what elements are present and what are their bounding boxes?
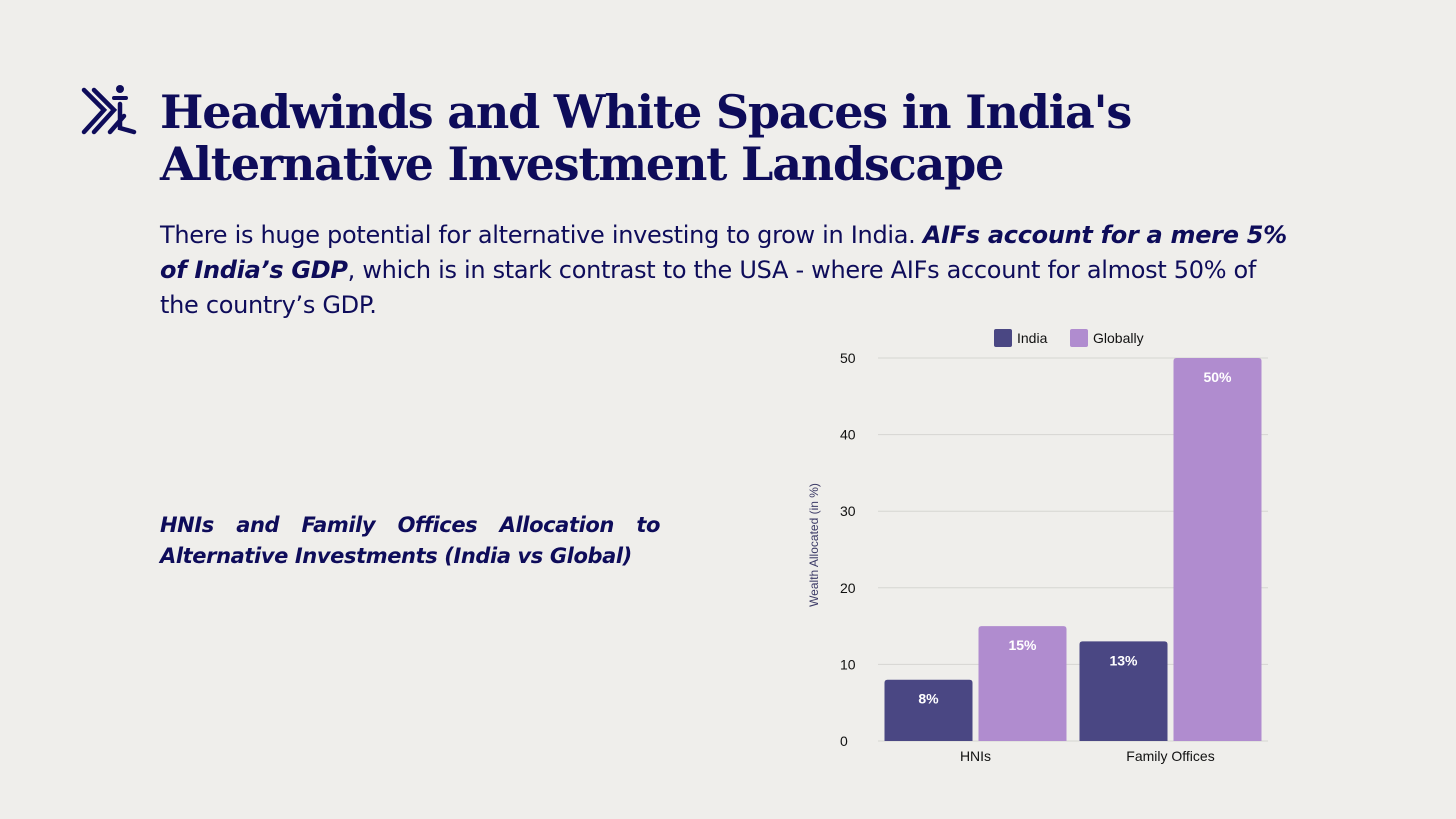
bar-value-label: 15% xyxy=(1008,637,1037,653)
x-tick-label: HNIs xyxy=(960,748,991,764)
y-tick-label: 20 xyxy=(840,580,856,596)
chart-legend: India Globally xyxy=(994,329,1144,347)
intro-paragraph: There is huge potential for alternative … xyxy=(160,218,1290,323)
bar xyxy=(884,679,973,741)
legend-swatch xyxy=(1070,329,1088,347)
bar xyxy=(1079,641,1168,741)
bar-value-label: 8% xyxy=(918,691,939,707)
y-tick-label: 30 xyxy=(840,503,856,519)
chart-bars: 8% 15% 13% 50% xyxy=(884,358,1262,741)
y-tick-label: 0 xyxy=(840,733,848,749)
legend-swatch xyxy=(994,329,1012,347)
y-tick-label: 10 xyxy=(840,656,856,672)
bar xyxy=(978,626,1067,741)
intro-emphasis: AIFs account for a mere 5% of India’s GD… xyxy=(160,221,1287,284)
bar-value-label: 50% xyxy=(1203,369,1232,385)
bar-value-label: 13% xyxy=(1109,652,1138,668)
bar xyxy=(1173,358,1262,741)
page-title: Headwinds and White Spaces in India's Al… xyxy=(160,85,1132,191)
legend-label: India xyxy=(1017,330,1048,346)
legend-label: Globally xyxy=(1093,330,1144,346)
brand-logo-icon xyxy=(81,85,137,135)
y-axis-label: Wealth Allocated (in %) xyxy=(807,483,821,607)
allocation-bar-chart: 8% 15% 13% 50% 0 10 20 30 40 50 HNIs Family Offic… xyxy=(807,329,1268,764)
intro-text-start: There is huge potential for alternative … xyxy=(160,221,923,249)
chart-caption: HNIs and Family Offices Allocation to Al… xyxy=(160,513,660,568)
y-tick-label: 50 xyxy=(840,350,856,366)
y-tick-label: 40 xyxy=(840,427,856,443)
x-tick-label: Family Offices xyxy=(1126,748,1214,764)
intro-text-end: , which is in stark contrast to the USA … xyxy=(160,256,1257,319)
y-axis-tick-labels: 0 10 20 30 40 50 xyxy=(840,350,856,749)
x-axis-tick-labels: HNIs Family Offices xyxy=(960,748,1215,764)
